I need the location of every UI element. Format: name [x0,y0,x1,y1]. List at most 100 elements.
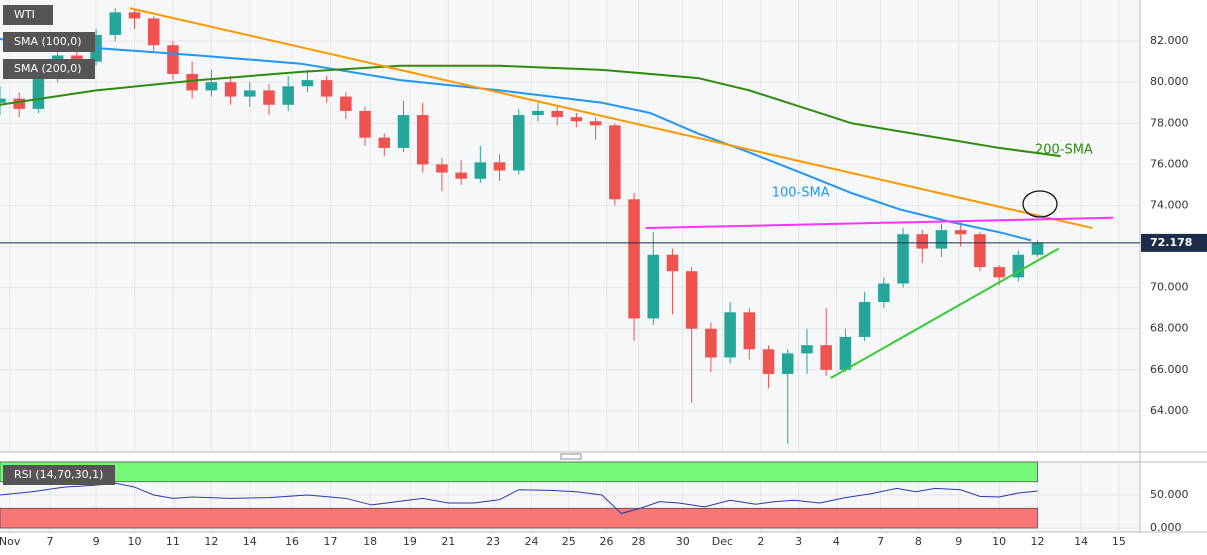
x-tick-label: 26 [600,535,614,548]
y-tick-label: 80.000 [1150,75,1189,88]
x-tick-label: 14 [1074,535,1088,548]
candle-body [282,86,294,105]
y-tick-label: 68.000 [1150,322,1189,335]
trendline [830,247,1060,379]
legend-box [3,465,115,485]
x-tick-label: Dec [712,535,733,548]
legend-title: WTI [14,8,35,21]
candle-body [474,162,487,179]
candle-body [1012,254,1025,278]
rsi-zone [0,461,1038,483]
candle-body [820,345,832,370]
legend-box [3,32,95,52]
lines [0,7,1140,379]
candle-body [666,254,679,272]
x-tick-label: 23 [486,535,500,548]
y-tick-label: 82.000 [1150,34,1189,47]
candle-body [436,164,448,173]
x-tick-label: 8 [915,535,922,548]
trendline [129,7,1093,230]
candle-body [0,98,6,103]
legend-entry: SMA (200,0) [14,62,82,75]
x-tick-label: 28 [632,535,646,548]
candle-body [71,55,83,62]
candle-body [954,230,967,235]
candle-body [340,96,352,111]
candle-body [455,172,467,179]
candle-body [897,234,909,284]
x-tick-label: 14 [243,535,257,548]
candle-body [513,115,525,171]
candle-body [974,234,986,268]
candle-body [743,312,756,350]
last-price-box [1141,233,1207,252]
candle-body [493,162,506,171]
candle-body [1031,242,1044,255]
x-tick-label: 21 [441,535,455,548]
legend: WTI SMA (100,0) SMA (200,0) RSI (14,70,3… [3,5,115,485]
candle-body [993,267,1005,278]
y-tick-label: 76.000 [1150,157,1189,170]
candle-body [647,254,660,319]
candle-body [128,12,141,19]
x-tick-label: 4 [833,535,840,548]
x-tick-label: 3 [795,535,802,548]
candle-body [167,45,179,74]
highlight-circle [1022,190,1058,218]
candle-body [589,121,602,126]
candle-body [263,90,275,105]
candle-body [685,271,698,329]
candle-body [320,80,333,97]
y-tick-label: 64.000 [1150,404,1189,417]
x-tick-label: 7 [877,535,884,548]
rsi-legend: RSI (14,70,30,1) [14,468,103,481]
trendline [645,216,1114,230]
candle-body [416,115,429,165]
candle-body [570,117,583,122]
candle-body [301,80,314,87]
rsi-zone [0,507,1038,529]
sma-line [0,64,1061,158]
candle-body [224,82,237,97]
candle-body [378,137,391,148]
candle-body [781,353,794,374]
candle-body [609,125,621,200]
y-tick-label: 66.000 [1150,363,1189,376]
legend-entry: SMA (100,0) [14,35,82,48]
candle-body [532,110,544,116]
candle-body [109,12,122,35]
x-tick-label: 15 [1112,535,1126,548]
candle-body [724,312,736,358]
x-tick-label: 9 [93,535,100,548]
candle-body [186,73,198,91]
candle-body [205,82,218,91]
y-tick-label: 78.000 [1150,116,1189,129]
candle-body [244,90,256,97]
x-tick-label: 30 [676,535,690,548]
y-tick-label: 74.000 [1150,198,1189,211]
y-tick-label: 50.000 [1150,488,1189,501]
candle-body [628,199,640,319]
annotation: 100-SMA [772,186,830,201]
y-tick-label: 70.000 [1150,281,1189,294]
candle-body [839,336,852,370]
candle-body [359,110,371,138]
x-tick-label: 24 [525,535,539,548]
x-tick-label: 11 [166,535,180,548]
x-tick-label: 12 [204,535,218,548]
x-tick-label: 18 [363,535,377,548]
candle-body [935,230,948,249]
rsi-line [0,482,1038,515]
candle-body [32,76,45,109]
rsi [0,461,1038,529]
x-tick-label: 16 [285,535,299,548]
y-tick-label: 0.000 [1150,521,1182,534]
candle-body [762,349,775,374]
candle-body [13,98,25,109]
candle-body [705,328,717,358]
x-tick-label: 17 [323,535,337,548]
x-tick-label: 10 [992,535,1006,548]
x-tick-label: 10 [127,535,141,548]
candle-body [397,115,410,148]
x-tick-label: Nov [0,535,21,548]
